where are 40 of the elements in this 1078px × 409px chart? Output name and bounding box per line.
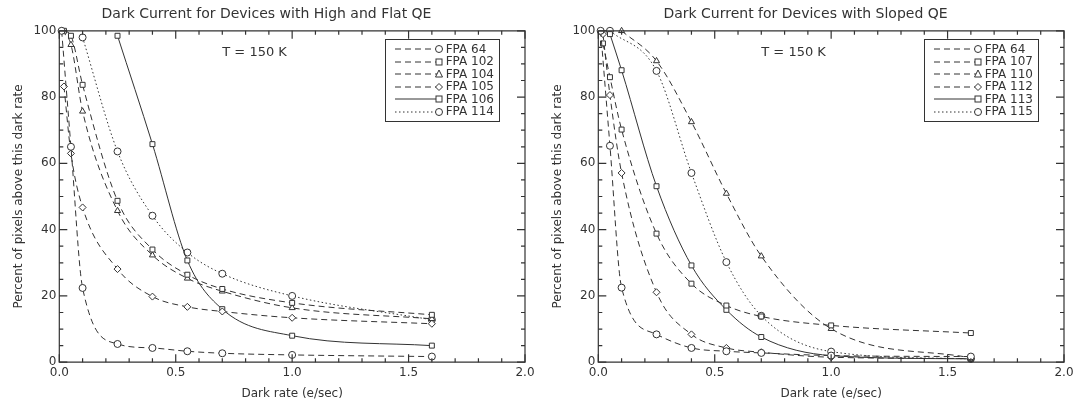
x-tick-label: 2.0 xyxy=(515,364,535,379)
legend-label: FPA 113 xyxy=(984,91,1033,106)
chart-title: Dark Current for Devices with High and Flat QE xyxy=(101,5,432,22)
y-axis-title: Percent of pixels above this dark rate xyxy=(550,84,565,309)
y-tick-label: 80 xyxy=(41,89,57,104)
y-tick-label: 100 xyxy=(33,22,57,37)
x-tick-label: 1.0 xyxy=(821,364,841,379)
legend-label: FPA 106 xyxy=(445,91,494,106)
legend-label: FPA 64 xyxy=(984,41,1026,56)
legend-label: FPA 110 xyxy=(984,66,1033,81)
annotation: T = 150 K xyxy=(221,44,288,60)
x-tick-label: 1.5 xyxy=(399,364,419,379)
annotation: T = 150 K xyxy=(760,44,827,60)
chart-title: Dark Current for Devices with Sloped QE xyxy=(663,5,948,22)
y-tick-label: 40 xyxy=(580,221,596,236)
legend-label: FPA 112 xyxy=(984,79,1033,94)
legend-label: FPA 102 xyxy=(445,54,494,69)
x-tick-label: 1.0 xyxy=(282,364,302,379)
x-tick-label: 2.0 xyxy=(1054,364,1074,379)
y-tick-label: 40 xyxy=(41,221,57,236)
y-tick-label: 60 xyxy=(580,155,596,170)
x-tick-label: 0.0 xyxy=(49,364,69,379)
legend-label: FPA 105 xyxy=(445,79,494,94)
x-axis-title: Dark rate (e/sec) xyxy=(241,385,343,400)
legend-label: FPA 115 xyxy=(984,104,1033,119)
x-tick-label: 0.5 xyxy=(705,364,725,379)
legend-label: FPA 104 xyxy=(445,66,494,81)
legend-label: FPA 107 xyxy=(984,54,1033,69)
y-axis-title: Percent of pixels above this dark rate xyxy=(11,84,26,309)
y-tick-label: 60 xyxy=(41,155,57,170)
x-tick-label: 1.5 xyxy=(938,364,958,379)
legend-label: FPA 114 xyxy=(445,104,494,119)
legend-label: FPA 64 xyxy=(445,41,487,56)
y-tick-label: 20 xyxy=(41,288,57,303)
x-tick-label: 0.0 xyxy=(588,364,608,379)
x-tick-label: 0.5 xyxy=(166,364,186,379)
y-tick-label: 20 xyxy=(580,288,596,303)
x-axis-title: Dark rate (e/sec) xyxy=(780,385,882,400)
y-tick-label: 100 xyxy=(572,22,596,37)
y-tick-label: 80 xyxy=(580,89,596,104)
